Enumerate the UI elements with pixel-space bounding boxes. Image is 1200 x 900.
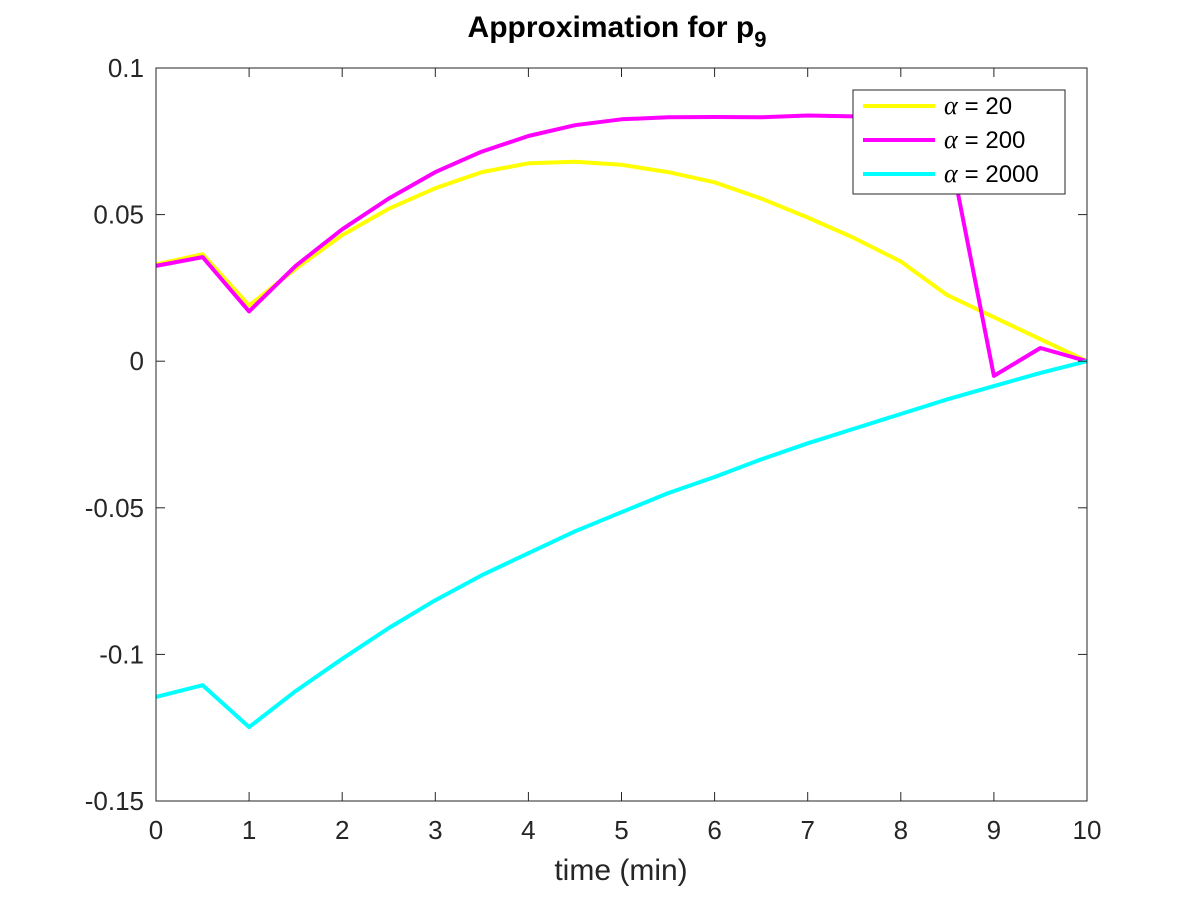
x-tick-label: 7 (800, 815, 814, 845)
x-axis-label: time (min) (554, 854, 687, 887)
y-tick-label: 0.1 (108, 53, 144, 83)
legend-alpha-symbol: α (944, 159, 959, 188)
series-line-1 (155, 159, 1088, 364)
x-tick-label: 4 (521, 815, 535, 845)
chart-title-text: Approximation for p (468, 11, 755, 44)
chart-title: Approximation for p9 (468, 11, 767, 52)
x-tick-label: 5 (614, 815, 628, 845)
legend-label-1: α = 20 (944, 91, 1012, 120)
x-tick-label: 6 (707, 815, 721, 845)
legend-label-2: α = 200 (944, 125, 1025, 154)
y-tick-label: -0.05 (85, 493, 144, 523)
series-line-3 (155, 359, 1088, 730)
axis-ticks: 0 1 2 3 4 5 6 7 8 9 10 -0.15 -0.1 -0.05 0 0.05 0.1 (85, 53, 1102, 845)
legend-value: = 20 (965, 93, 1012, 120)
x-tick-label: 2 (335, 815, 349, 845)
chart-title-subscript: 9 (754, 27, 766, 52)
x-tick-label: 1 (242, 815, 256, 845)
x-tick-label: 10 (1073, 815, 1102, 845)
legend-alpha-symbol: α (944, 125, 959, 154)
y-tick-label: 0.05 (93, 200, 144, 230)
x-tick-label: 9 (987, 815, 1001, 845)
x-tick-label: 3 (428, 815, 442, 845)
y-tick-label: -0.1 (99, 639, 144, 669)
legend-value: = 200 (965, 127, 1026, 154)
legend-alpha-symbol: α (944, 91, 959, 120)
x-tick-label: 8 (894, 815, 908, 845)
legend-label-3: α = 2000 (944, 159, 1039, 188)
y-tick-label: -0.15 (85, 786, 144, 816)
y-tick-label: 0 (130, 346, 144, 376)
x-tick-label: 0 (149, 815, 163, 845)
legend-value: = 2000 (965, 161, 1039, 188)
